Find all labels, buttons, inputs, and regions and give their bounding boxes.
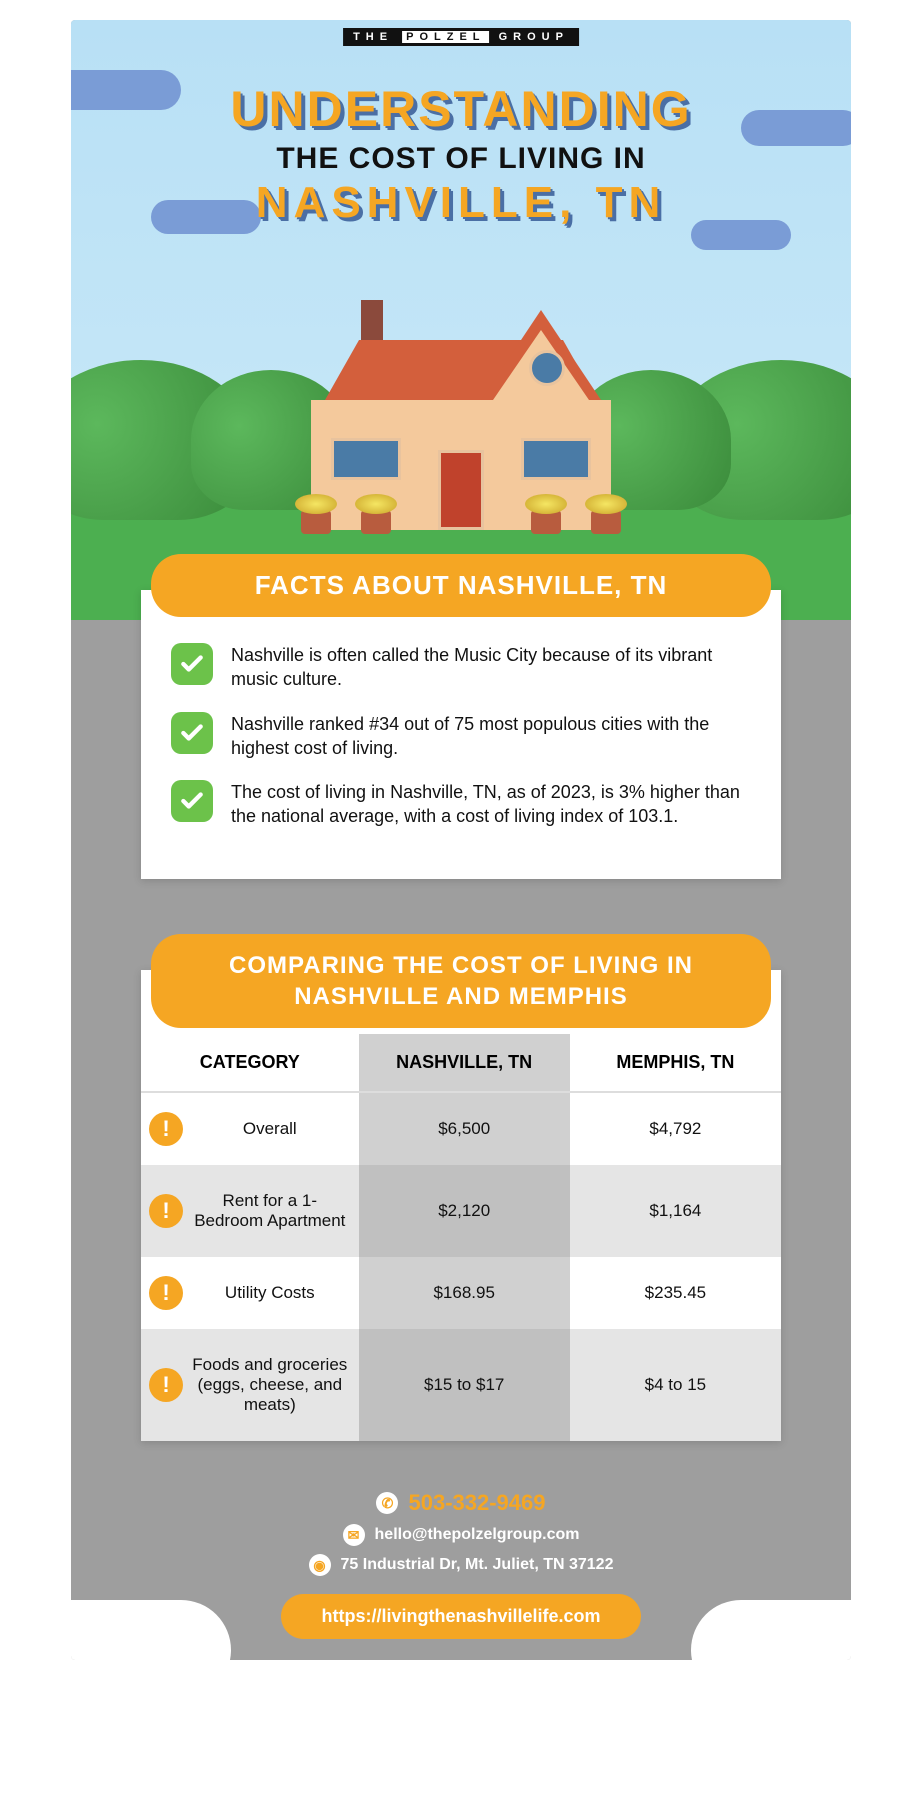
cell-memphis: $4,792 [570, 1092, 781, 1165]
window-icon [521, 438, 591, 480]
flowerpot-icon [301, 510, 331, 534]
exclaim-icon: ! [149, 1194, 183, 1228]
street-address: 75 Industrial Dr, Mt. Juliet, TN 37122 [341, 1556, 614, 1574]
category-label: Foods and groceries (eggs, cheese, and m… [192, 1355, 347, 1414]
facts-card: FACTS ABOUT NASHVILLE, TN Nashville is o… [141, 590, 781, 879]
cell-category: ! Rent for a 1-Bedroom Apartment [141, 1165, 359, 1257]
fact-text: Nashville ranked #34 out of 75 most popu… [231, 712, 751, 761]
table-header-row: CATEGORY NASHVILLE, TN MEMPHIS, TN [141, 1034, 781, 1092]
exclaim-icon: ! [149, 1276, 183, 1310]
fact-item: Nashville ranked #34 out of 75 most popu… [171, 712, 751, 761]
facts-title: FACTS ABOUT NASHVILLE, TN [151, 554, 771, 617]
email-icon: ✉ [343, 1524, 365, 1546]
location-icon: ◉ [309, 1554, 331, 1576]
table-row: ! Rent for a 1-Bedroom Apartment $2,120 $… [141, 1165, 781, 1257]
cloud-icon [691, 1600, 851, 1660]
cell-nashville: $2,120 [359, 1165, 570, 1257]
logo-mid: POLZEL [402, 31, 489, 43]
flowerpot-icon [591, 510, 621, 534]
exclaim-icon: ! [149, 1112, 183, 1146]
cell-category: ! Overall [141, 1092, 359, 1165]
compare-title: COMPARING THE COST OF LIVING IN NASHVILL… [151, 934, 771, 1028]
house-illustration [291, 300, 631, 530]
cell-category: ! Utility Costs [141, 1257, 359, 1329]
fact-item: Nashville is often called the Music City… [171, 643, 751, 692]
check-icon [171, 780, 213, 822]
footer: ✆ 503-332-9469 ✉ hello@thepolzelgroup.co… [71, 1460, 851, 1660]
logo-right: GROUP [499, 31, 569, 43]
headline: UNDERSTANDING THE COST OF LIVING IN NASH… [71, 80, 851, 228]
cell-nashville: $6,500 [359, 1092, 570, 1165]
round-window-icon [529, 350, 565, 386]
fact-item: The cost of living in Nashville, TN, as … [171, 780, 751, 829]
phone-icon: ✆ [376, 1492, 398, 1514]
brand-logo: THE POLZEL GROUP [343, 28, 579, 46]
contact-phone: ✆ 503-332-9469 [71, 1490, 851, 1516]
col-nashville: NASHVILLE, TN [359, 1034, 570, 1092]
cell-nashville: $168.95 [359, 1257, 570, 1329]
col-memphis: MEMPHIS, TN [570, 1034, 781, 1092]
category-label: Overall [243, 1119, 297, 1138]
headline-line3: NASHVILLE, TN [71, 178, 851, 228]
email-address: hello@thepolzelgroup.com [375, 1526, 580, 1544]
table-row: ! Utility Costs $168.95 $235.45 [141, 1257, 781, 1329]
cloud-icon [71, 1600, 231, 1660]
compare-card: COMPARING THE COST OF LIVING IN NASHVILL… [141, 970, 781, 1441]
phone-number: 503-332-9469 [408, 1490, 545, 1516]
compare-table: CATEGORY NASHVILLE, TN MEMPHIS, TN ! Over… [141, 1034, 781, 1441]
exclaim-icon: ! [149, 1368, 183, 1402]
infographic-page: THE POLZEL GROUP UNDERSTANDING THE COST … [71, 20, 851, 1660]
cell-nashville: $15 to $17 [359, 1329, 570, 1441]
col-category: CATEGORY [141, 1034, 359, 1092]
contact-email: ✉ hello@thepolzelgroup.com [71, 1524, 851, 1546]
cell-memphis: $235.45 [570, 1257, 781, 1329]
check-icon [171, 643, 213, 685]
flowerpot-icon [361, 510, 391, 534]
website-link[interactable]: https://livingthenashvillelife.com [281, 1594, 640, 1639]
facts-list: Nashville is often called the Music City… [141, 623, 781, 859]
headline-line1: UNDERSTANDING [71, 80, 851, 138]
window-icon [331, 438, 401, 480]
cell-category: ! Foods and groceries (eggs, cheese, and … [141, 1329, 359, 1441]
cell-memphis: $4 to 15 [570, 1329, 781, 1441]
fact-text: The cost of living in Nashville, TN, as … [231, 780, 751, 829]
contact-address: ◉ 75 Industrial Dr, Mt. Juliet, TN 37122 [71, 1554, 851, 1576]
fact-text: Nashville is often called the Music City… [231, 643, 751, 692]
cell-memphis: $1,164 [570, 1165, 781, 1257]
headline-line2: THE COST OF LIVING IN [71, 142, 851, 176]
category-label: Rent for a 1-Bedroom Apartment [194, 1191, 345, 1230]
logo-left: THE [353, 31, 393, 43]
table-row: ! Foods and groceries (eggs, cheese, and … [141, 1329, 781, 1441]
door-icon [438, 450, 484, 530]
table-row: ! Overall $6,500 $4,792 [141, 1092, 781, 1165]
category-label: Utility Costs [225, 1283, 315, 1302]
flowerpot-icon [531, 510, 561, 534]
check-icon [171, 712, 213, 754]
